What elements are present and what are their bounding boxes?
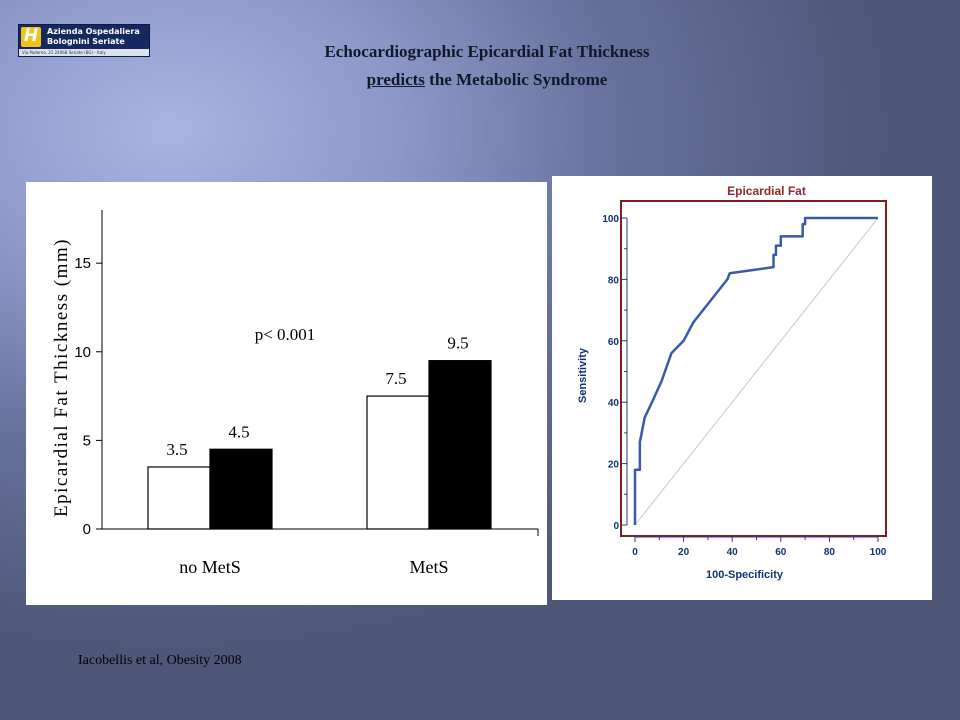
logo-name: Azienda Ospedaliera Bolognini Seriate bbox=[47, 27, 140, 47]
bar-y-tick-label: 0 bbox=[83, 521, 91, 538]
bar-no-mets-series-2 bbox=[209, 448, 273, 530]
bar-chart-panel: 0 5 10 15 Epicardial Fat Thickness (mm) 3.5 4.… bbox=[26, 182, 547, 605]
slide-title-line1: Echocardiographic Epicardial Fat Thickne… bbox=[324, 42, 650, 61]
roc-y-axis-title: Sensitivity bbox=[577, 347, 589, 403]
roc-x-tick-label: 20 bbox=[678, 547, 690, 558]
roc-x-tick-label: 60 bbox=[775, 547, 787, 558]
p-value-annotation: p< 0.001 bbox=[255, 325, 316, 344]
roc-y-tick-label: 0 bbox=[613, 521, 619, 532]
roc-reference-diagonal bbox=[634, 217, 879, 526]
slide-title-emphasis: predicts bbox=[366, 70, 425, 89]
roc-x-tick-label: 40 bbox=[727, 547, 739, 558]
roc-y-tick-label: 100 bbox=[602, 214, 619, 225]
bar-data-label: 7.5 bbox=[385, 369, 406, 388]
roc-plot-frame bbox=[620, 200, 887, 537]
bar-mets-series-1 bbox=[366, 395, 430, 530]
logo-address: Via Paderno, 21 24068 Seriate (BG) - Ita… bbox=[19, 49, 149, 56]
roc-y-tick-label: 40 bbox=[608, 398, 620, 409]
slide-title: Echocardiographic Epicardial Fat Thickne… bbox=[0, 38, 960, 94]
roc-x-axis-title: 100-Specificity bbox=[706, 569, 784, 581]
roc-y-tick-label: 20 bbox=[608, 460, 620, 471]
roc-chart: Epicardial Fat 0 20 40 60 80 100 0 20 40 60 80 100 10… bbox=[577, 184, 887, 581]
logo-h-icon: H bbox=[21, 26, 41, 47]
bar-data-label: 4.5 bbox=[228, 422, 249, 441]
bar-mets-series-2 bbox=[428, 360, 492, 530]
bar-y-tick-label: 15 bbox=[74, 255, 91, 272]
hospital-logo: H Azienda Ospedaliera Bolognini Seriate … bbox=[18, 24, 150, 57]
citation: Iacobellis et al, Obesity 2008 bbox=[78, 653, 242, 668]
bar-category-label: MetS bbox=[409, 557, 448, 577]
slide-title-rest: the Metabolic Syndrome bbox=[424, 70, 608, 89]
roc-x-tick-label: 100 bbox=[870, 547, 887, 558]
bar-data-label: 3.5 bbox=[166, 440, 187, 459]
roc-chart-panel: Epicardial Fat 0 20 40 60 80 100 0 20 40 60 80 100 10… bbox=[552, 176, 932, 600]
logo-name-line2: Bolognini Seriate bbox=[47, 37, 125, 46]
bar-y-tick-label: 5 bbox=[83, 432, 91, 449]
logo-name-line1: Azienda Ospedaliera bbox=[47, 27, 140, 36]
bar-y-tick-label: 10 bbox=[74, 344, 91, 361]
roc-y-tick-label: 80 bbox=[608, 275, 620, 286]
roc-x-tick-label: 80 bbox=[824, 547, 836, 558]
slide-title-line2: predicts the Metabolic Syndrome bbox=[0, 66, 960, 94]
roc-x-tick-label: 0 bbox=[632, 547, 638, 558]
roc-curve-line bbox=[633, 216, 878, 525]
roc-chart-title: Epicardial Fat bbox=[727, 184, 806, 198]
bar-data-label: 9.5 bbox=[447, 334, 468, 353]
bar-no-mets-series-1 bbox=[147, 466, 211, 530]
roc-y-tick-label: 60 bbox=[608, 337, 620, 348]
bar-category-label: no MetS bbox=[179, 557, 241, 577]
bar-y-axis-title: Epicardial Fat Thickness (mm) bbox=[51, 238, 72, 517]
